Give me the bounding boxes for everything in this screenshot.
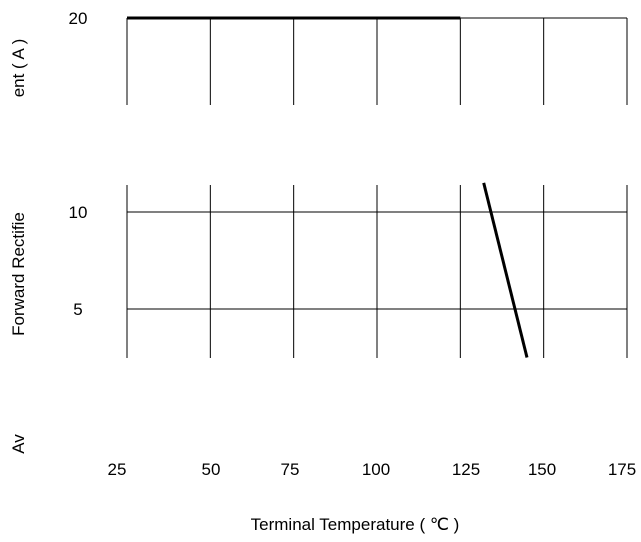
y-axis-label-fragment-3: ent ( A ) [9, 39, 28, 98]
x-tick-label-100: 100 [362, 460, 390, 479]
x-tick-label-125: 125 [452, 460, 480, 479]
x-tick-label-175: 175 [608, 460, 636, 479]
y-axis-label: Av Forward Rectifie ent ( A ) [9, 39, 28, 454]
y-tick-label-10: 10 [69, 203, 88, 222]
series-lines [127, 18, 527, 358]
y-axis-label-fragment-2: Forward Rectifie [9, 212, 28, 336]
y-tick-label-20: 20 [69, 9, 88, 28]
y-axis-label-fragment-1: Av [9, 434, 28, 454]
x-tick-labels: 25 50 75 100 125 150 175 [108, 460, 637, 479]
x-axis-label: Terminal Temperature ( ℃ ) [251, 515, 460, 534]
y-tick-labels: 5 10 20 [69, 9, 88, 319]
x-tick-label-25: 25 [108, 460, 127, 479]
x-tick-label-50: 50 [202, 460, 221, 479]
series-line-2 [484, 183, 527, 358]
y-tick-label-5: 5 [73, 300, 82, 319]
grid-lines [127, 18, 627, 358]
x-tick-label-75: 75 [281, 460, 300, 479]
x-tick-label-150: 150 [528, 460, 556, 479]
